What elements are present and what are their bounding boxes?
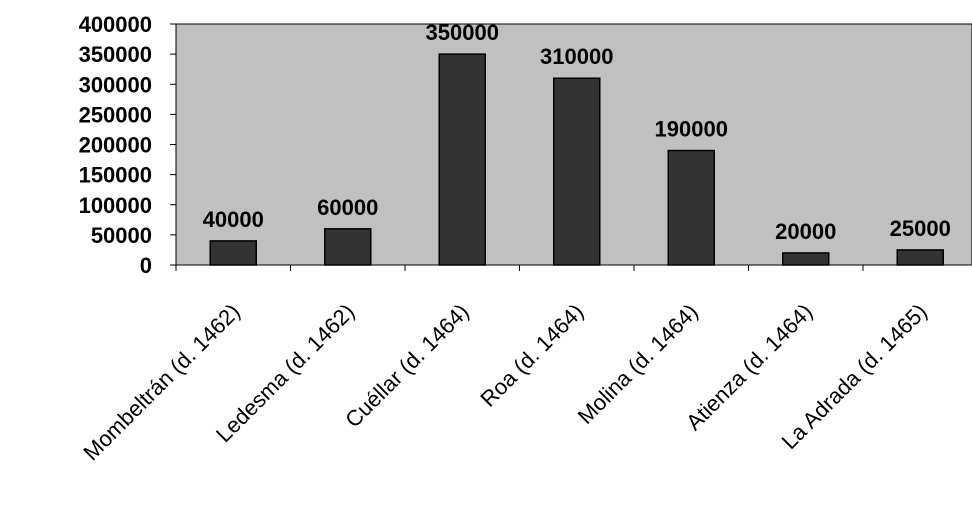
x-axis bbox=[175, 264, 972, 271]
bar bbox=[209, 240, 257, 266]
bar bbox=[553, 77, 601, 266]
data-label: 190000 bbox=[655, 117, 728, 142]
bar bbox=[324, 228, 372, 266]
y-axis: 0 50000 100000 150000 200000 250000 300000 3500… bbox=[79, 12, 177, 278]
bar bbox=[667, 149, 715, 266]
y-tick-label: 0 bbox=[140, 253, 152, 278]
data-label: 40000 bbox=[203, 207, 264, 232]
y-tick-label: 100000 bbox=[79, 193, 152, 218]
x-category-label: Cuéllar (d. 1464) bbox=[340, 299, 474, 433]
data-labels: 40000 60000 350000 310000 190000 20000 25000 bbox=[203, 20, 951, 244]
y-tick-label: 50000 bbox=[91, 223, 152, 248]
bar bbox=[782, 252, 830, 266]
y-tick-label: 250000 bbox=[79, 102, 152, 127]
x-category-label: Roa (d. 1464) bbox=[475, 299, 588, 412]
category-labels: Mombeltrán (d. 1462)Ledesma (d. 1462)Cué… bbox=[78, 299, 931, 465]
bar bbox=[438, 53, 486, 266]
data-label: 60000 bbox=[317, 195, 378, 220]
bar bbox=[896, 249, 944, 266]
data-label: 20000 bbox=[775, 219, 836, 244]
y-tick-label: 150000 bbox=[79, 163, 152, 188]
y-tick-label: 300000 bbox=[79, 72, 152, 97]
x-category-label: Molina (d. 1464) bbox=[573, 299, 703, 429]
x-category-label: Mombeltrán (d. 1462) bbox=[78, 299, 244, 465]
x-category-label: Atienza (d. 1464) bbox=[681, 299, 817, 435]
data-label: 310000 bbox=[540, 44, 613, 69]
bars bbox=[209, 53, 944, 266]
data-label: 350000 bbox=[426, 20, 499, 45]
y-tick-label: 200000 bbox=[79, 133, 152, 158]
y-tick-label: 350000 bbox=[79, 42, 152, 67]
data-label: 25000 bbox=[890, 216, 951, 241]
y-tick-label: 400000 bbox=[79, 12, 152, 37]
